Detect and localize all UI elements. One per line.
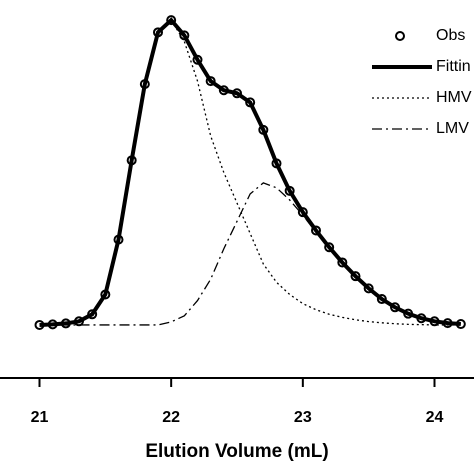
x-tick-label: 23 [294,409,312,426]
x-tick-label: 21 [31,409,49,426]
x-axis-title: Elution Volume (mL) [145,441,328,462]
legend-label: Fittin [436,58,471,75]
legend-label: HMV [436,89,472,106]
legend-symbol [395,31,405,41]
legend-label: Obs [436,27,465,44]
x-tick-label: 22 [162,409,180,426]
x-tick-label: 24 [426,409,444,426]
legend-label: LMV [436,120,469,137]
series-line [39,182,461,326]
series-line [39,17,461,327]
